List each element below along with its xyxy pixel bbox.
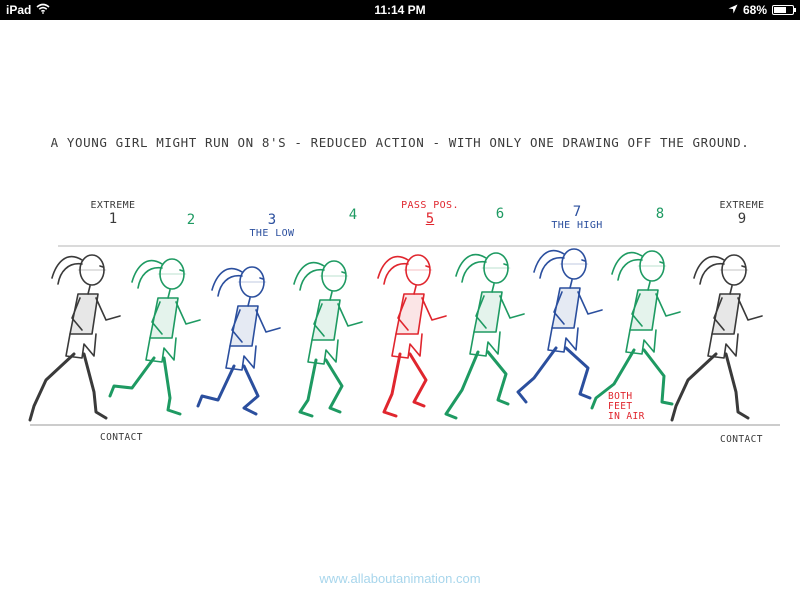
wifi-icon [36, 3, 50, 17]
both-feet-note-line-3: IN AIR [608, 411, 645, 422]
runner-frame-6 [444, 252, 525, 420]
frame-4-number: 4 [348, 207, 358, 223]
frame-5-title: PASS POS. [401, 200, 459, 211]
runner-frame-1 [28, 254, 121, 422]
frame-3-number: 3 [267, 212, 277, 228]
runner-frame-4 [293, 260, 363, 418]
both-feet-in-air-note: BOTH FEET IN AIR [608, 392, 645, 422]
status-bar: iPad 11:14 PM 68% [0, 0, 800, 20]
frame-1-label: EXTREME 1 [73, 200, 153, 227]
running-cycle-drawing [28, 245, 780, 426]
frame-5-number: 5 [425, 211, 435, 227]
frame-2-number: 2 [186, 212, 196, 228]
frame-7-label: 7 THE HIGH [537, 204, 617, 231]
frame-9-contact-note: CONTACT [720, 434, 763, 445]
frame-6-number: 6 [495, 206, 505, 222]
frame-6-label: 6 [460, 206, 540, 222]
frame-9-number: 9 [737, 211, 747, 227]
battery-level [774, 7, 787, 13]
runner-frame-3 [196, 266, 281, 416]
runner-frame-7 [516, 248, 603, 404]
frame-2-label: 2 [151, 212, 231, 228]
frame-7-number: 7 [572, 204, 582, 220]
battery-icon [772, 5, 796, 15]
battery-percent: 68% [742, 3, 767, 17]
frame-9-label: EXTREME 9 [702, 200, 782, 227]
device-name: iPad [6, 3, 32, 17]
frame-9-title: EXTREME [719, 200, 765, 211]
runner-frame-2 [108, 258, 201, 416]
frame-3-note: THE LOW [249, 228, 295, 239]
clock: 11:14 PM [374, 3, 426, 17]
sheet-caption: A YOUNG GIRL MIGHT RUN ON 8'S - REDUCED … [50, 135, 750, 150]
both-feet-note-line-1: BOTH [608, 391, 633, 402]
frame-1-number: 1 [108, 211, 118, 227]
runner-frame-5 [377, 254, 447, 418]
frame-8-label: 8 [620, 206, 700, 222]
frame-4-label: 4 [313, 207, 393, 223]
runner-frame-8 [590, 250, 681, 410]
frame-7-note: THE HIGH [551, 220, 603, 231]
animation-sheet: A YOUNG GIRL MIGHT RUN ON 8'S - REDUCED … [0, 20, 800, 600]
watermark-link[interactable]: www.allaboutanimation.com [319, 571, 481, 586]
frame-1-title: EXTREME [90, 200, 136, 211]
frame-8-number: 8 [655, 206, 665, 222]
location-arrow-icon [728, 3, 738, 17]
frame-1-contact-note: CONTACT [100, 432, 143, 443]
frame-3-label: 3 THE LOW [232, 212, 312, 239]
both-feet-note-line-2: FEET [608, 401, 633, 412]
frame-5-label: PASS POS. 5 [390, 200, 470, 227]
runner-frame-9 [670, 254, 763, 422]
